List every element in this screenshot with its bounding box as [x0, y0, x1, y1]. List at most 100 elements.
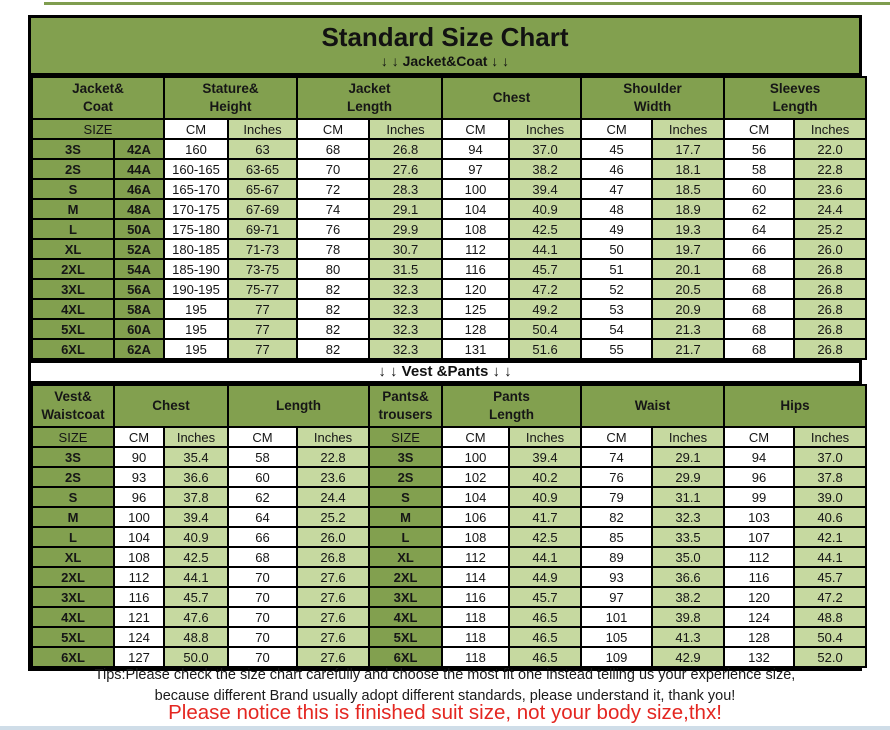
column-group-row: Vest& Waistcoat Chest Length Pants& trouser…	[31, 384, 868, 428]
value-cell: 50	[580, 238, 654, 260]
value-cell: 31.5	[368, 258, 444, 280]
value-cell: 77	[227, 298, 299, 320]
subheader-cell-cm: CM	[580, 426, 654, 448]
value-cell: 18.5	[651, 178, 726, 200]
size-cell: 60A	[112, 318, 166, 340]
value-cell: 82	[580, 506, 654, 528]
column-group-header: Jacket& Coat	[30, 76, 166, 120]
value-cell: 22.8	[296, 446, 371, 468]
value-cell: 42.9	[651, 646, 726, 668]
value-cell: 32.3	[368, 278, 444, 300]
size-cell: 6XL	[368, 646, 444, 668]
value-cell: 69-71	[227, 218, 299, 240]
value-cell: 180-185	[163, 238, 230, 260]
table-row: 5XL 60A 195 77 82 32.3 128 50.4 54 21.3 68 26.8	[31, 318, 868, 340]
size-cell: 3S	[31, 138, 115, 160]
column-group-header: Stature& Height	[163, 76, 299, 120]
size-cell: 2S	[31, 158, 115, 180]
value-cell: 68	[723, 318, 796, 340]
value-cell: 105	[580, 626, 654, 648]
value-cell: 32.3	[651, 506, 726, 528]
value-cell: 20.1	[651, 258, 726, 280]
value-cell: 50.4	[793, 626, 868, 648]
top-edge-sliver	[44, 2, 890, 5]
size-cell: 42A	[112, 138, 166, 160]
value-cell: 170-175	[163, 198, 230, 220]
value-cell: 128	[441, 318, 511, 340]
value-cell: 44.1	[162, 566, 230, 588]
value-cell: 65-67	[227, 178, 299, 200]
value-cell: 41.3	[651, 626, 726, 648]
value-cell: 26.8	[296, 546, 371, 568]
column-group-header: Shoulder Width	[580, 76, 726, 120]
size-cell: S	[368, 486, 444, 508]
size-cell: XL	[31, 546, 115, 568]
value-cell: 26.8	[793, 278, 868, 300]
page-title: Standard Size Chart	[321, 22, 569, 52]
value-cell: 25.2	[793, 218, 868, 240]
value-cell: 49	[580, 218, 654, 240]
value-cell: 68	[723, 338, 796, 360]
value-cell: 56	[723, 138, 796, 160]
value-cell: 94	[441, 138, 511, 160]
value-cell: 27.6	[296, 646, 371, 668]
value-cell: 108	[441, 526, 511, 548]
size-cell: 2S	[31, 466, 115, 488]
subheader-cell-size: SIZE	[31, 426, 115, 448]
value-cell: 112	[723, 546, 796, 568]
size-cell: XL	[368, 546, 444, 568]
size-cell: 52A	[112, 238, 166, 260]
size-cell: 54A	[112, 258, 166, 280]
subheader-cell-cm: CM	[723, 118, 796, 140]
value-cell: 35.0	[651, 546, 726, 568]
value-cell: 127	[113, 646, 165, 668]
size-cell: 50A	[112, 218, 166, 240]
subheader-cell-inches: Inches	[162, 426, 230, 448]
value-cell: 82	[296, 318, 371, 340]
value-cell: 70	[296, 158, 371, 180]
table-row: L 104 40.9 66 26.0 L 108 42.5 85 33.5 107 42.1	[31, 526, 868, 548]
value-cell: 51	[580, 258, 654, 280]
value-cell: 112	[113, 566, 165, 588]
subheader-cell-inches: Inches	[508, 118, 583, 140]
size-cell: 2S	[368, 466, 444, 488]
jacket-coat-band-label: ↓ ↓ Jacket&Coat ↓ ↓	[380, 53, 510, 69]
table-row: 2S 93 36.6 60 23.6 2S 102 40.2 76 29.9 96 37.8	[31, 466, 868, 488]
size-cell: 3XL	[368, 586, 444, 608]
value-cell: 39.8	[651, 606, 726, 628]
value-cell: 60	[723, 178, 796, 200]
value-cell: 89	[580, 546, 654, 568]
value-cell: 131	[441, 338, 511, 360]
value-cell: 108	[441, 218, 511, 240]
value-cell: 160	[163, 138, 230, 160]
value-cell: 27.6	[296, 566, 371, 588]
value-cell: 21.3	[651, 318, 726, 340]
value-cell: 108	[113, 546, 165, 568]
value-cell: 116	[441, 586, 511, 608]
value-cell: 93	[113, 466, 165, 488]
value-cell: 72	[296, 178, 371, 200]
value-cell: 26.8	[793, 298, 868, 320]
value-cell: 26.0	[793, 238, 868, 260]
size-cell: 5XL	[31, 318, 115, 340]
value-cell: 26.8	[793, 338, 868, 360]
value-cell: 42.5	[508, 526, 583, 548]
size-cell: 56A	[112, 278, 166, 300]
column-group-header: Hips	[723, 384, 868, 428]
value-cell: 104	[113, 526, 165, 548]
value-cell: 36.6	[162, 466, 230, 488]
value-cell: 102	[441, 466, 511, 488]
value-cell: 103	[723, 506, 796, 528]
size-cell: XL	[31, 238, 115, 260]
value-cell: 23.6	[793, 178, 868, 200]
value-cell: 44.9	[508, 566, 583, 588]
value-cell: 50.4	[508, 318, 583, 340]
subheader-cell-cm: CM	[227, 426, 299, 448]
value-cell: 125	[441, 298, 511, 320]
value-cell: 120	[723, 586, 796, 608]
value-cell: 106	[441, 506, 511, 528]
value-cell: 22.0	[793, 138, 868, 160]
value-cell: 24.4	[296, 486, 371, 508]
value-cell: 53	[580, 298, 654, 320]
